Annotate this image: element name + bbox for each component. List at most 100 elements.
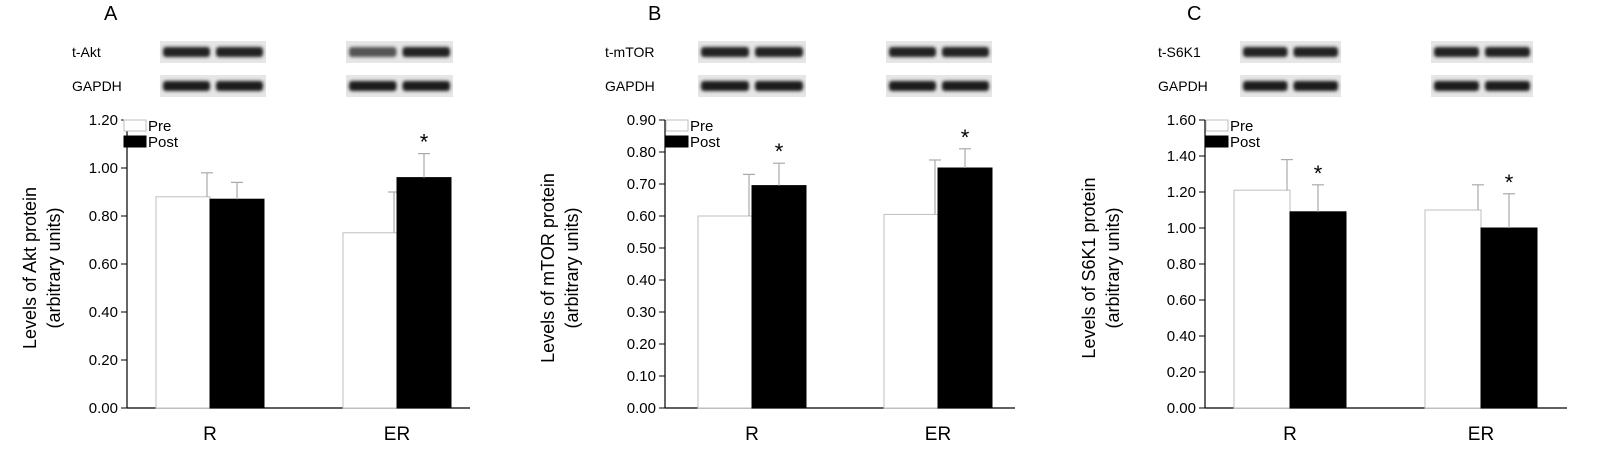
blot-background (698, 75, 806, 97)
legend-label: Post (1230, 134, 1261, 151)
category-label: R (745, 424, 759, 445)
legend-label: Post (148, 134, 179, 151)
blot-background (346, 75, 453, 97)
y-tick-label: 0.20 (89, 352, 118, 369)
y-tick-label: 0.20 (1167, 364, 1196, 381)
blot-label: GAPDH (72, 78, 122, 94)
y-axis-label-units: (arbitrary units) (1103, 207, 1123, 328)
blot-band (755, 47, 803, 57)
panel-letter: B (648, 3, 661, 25)
significance-star: * (1505, 170, 1514, 195)
y-tick-label: 0.40 (627, 272, 656, 289)
panel-letter: A (104, 3, 118, 25)
bar-post-er (396, 177, 452, 409)
blot-label: t-Akt (72, 44, 101, 60)
panel-b: Bt-mTOR GAPDH 0.00 0.10 0.20 0.30 0.40 0.50 0.60… (538, 3, 1015, 445)
blot-band (1485, 81, 1530, 91)
blot-band (1293, 81, 1338, 91)
y-tick-label: 0.90 (627, 112, 656, 129)
blot-band (1293, 47, 1338, 57)
panel-c: Ct-S6K1 GAPDH 0.00 0.20 0.40 0.60 0.80 1.00 1.20… (1079, 3, 1567, 445)
blot-band (349, 47, 397, 57)
y-tick-label: 0.00 (1167, 400, 1196, 417)
significance-star: * (1314, 161, 1323, 186)
bar-pre-r (155, 196, 211, 409)
category-label: R (1283, 424, 1297, 445)
legend-swatch-post (123, 135, 147, 148)
y-tick-label: 1.20 (89, 112, 118, 129)
blot-background (698, 41, 806, 63)
significance-star: * (775, 139, 784, 164)
y-tick-label: 0.80 (1167, 256, 1196, 273)
blot-background (346, 41, 453, 63)
y-axis-label: Levels of mTOR protein (538, 173, 558, 363)
y-tick-label: 1.00 (1167, 220, 1196, 237)
category-label: ER (384, 424, 410, 445)
blot-band (1434, 81, 1479, 91)
blot-band (755, 81, 803, 91)
blot-band (889, 81, 936, 91)
y-tick-label: 0.00 (89, 400, 118, 417)
panel-a: At-Akt GAPDH 0.00 0.20 0.40 0.60 0.80 1.00 1.20 L… (20, 3, 470, 445)
blot-band (1434, 47, 1479, 57)
legend-label: Post (690, 134, 721, 151)
blot-band (701, 81, 749, 91)
significance-star: * (961, 125, 970, 150)
blot-band (163, 81, 210, 91)
bar-post-r (751, 185, 807, 409)
bar-post-r (1289, 211, 1347, 409)
blot-band (942, 47, 989, 57)
bar-post-er (1480, 227, 1538, 409)
blot-background (1431, 75, 1533, 97)
blot-label: GAPDH (605, 78, 655, 94)
blot-background (160, 41, 266, 63)
y-tick-label: 0.40 (1167, 328, 1196, 345)
y-tick-label: 1.20 (1167, 184, 1196, 201)
legend-label: Pre (1230, 118, 1253, 135)
y-tick-label: 0.00 (627, 400, 656, 417)
blot-band (402, 81, 450, 91)
y-axis-label: Levels of S6K1 protein (1079, 177, 1099, 358)
y-tick-label: 1.40 (1167, 148, 1196, 165)
y-axis-label-units: (arbitrary units) (44, 207, 64, 328)
legend-swatch-pre (123, 119, 147, 132)
panel-letter: C (1187, 3, 1201, 25)
legend-swatch-pre (665, 119, 689, 132)
legend-label: Pre (690, 118, 713, 135)
blot-label: t-mTOR (605, 44, 655, 60)
blot-band (942, 81, 989, 91)
y-tick-label: 1.00 (89, 160, 118, 177)
bar-post-r (209, 198, 265, 409)
blot-background (1431, 41, 1533, 63)
y-tick-label: 1.60 (1167, 112, 1196, 129)
blot-background (886, 41, 992, 63)
category-label: ER (1468, 424, 1494, 445)
blot-band (163, 47, 210, 57)
category-label: R (203, 424, 217, 445)
y-tick-label: 0.80 (89, 208, 118, 225)
legend-swatch-pre (1205, 119, 1229, 132)
legend-swatch-post (1205, 135, 1229, 148)
y-tick-label: 0.40 (89, 304, 118, 321)
blot-band (701, 47, 749, 57)
blot-background (886, 75, 992, 97)
legend-label: Pre (148, 118, 171, 135)
blot-band (1243, 81, 1288, 91)
blot-background (1240, 41, 1341, 63)
blot-band (349, 81, 397, 91)
y-tick-label: 0.70 (627, 176, 656, 193)
y-axis-label-units: (arbitrary units) (562, 207, 582, 328)
bar-pre-er (342, 232, 398, 409)
bar-pre-er (883, 213, 939, 409)
blot-background (160, 75, 266, 97)
blot-band (402, 47, 450, 57)
bar-pre-r (1233, 189, 1291, 409)
y-tick-label: 0.80 (627, 144, 656, 161)
y-tick-label: 0.60 (627, 208, 656, 225)
y-tick-label: 0.20 (627, 336, 656, 353)
y-tick-label: 0.50 (627, 240, 656, 257)
blot-band (216, 47, 263, 57)
blot-band (1485, 47, 1530, 57)
blot-label: GAPDH (1158, 78, 1208, 94)
